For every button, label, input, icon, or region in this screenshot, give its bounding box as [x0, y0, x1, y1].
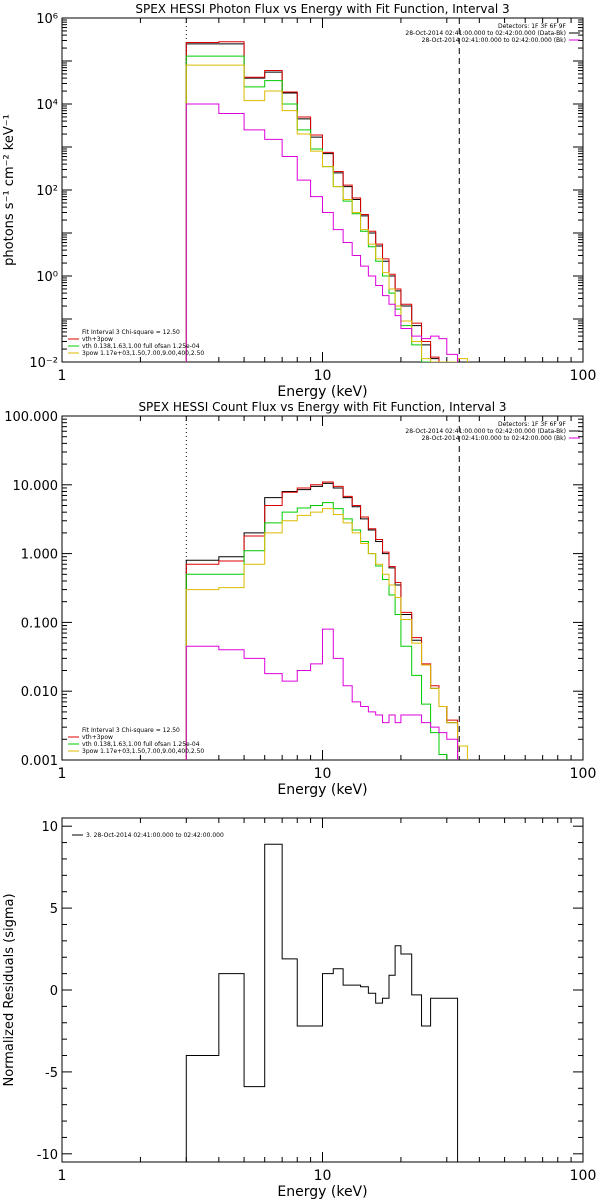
- legend-entry-text: Fit Interval 3 Chi-square = 12.50: [82, 727, 180, 734]
- legend-entry-text: 3. 28-Oct-2014 02:41:00.000 to 02:42:00.…: [86, 832, 224, 839]
- x-tick-label: 1: [58, 1168, 67, 1184]
- y-tick-label: 100.000: [4, 410, 58, 425]
- y-axis-label: photons s⁻¹ cm⁻² keV⁻¹: [2, 114, 17, 266]
- series-4-line: [185, 628, 459, 760]
- series-1-line: [185, 41, 458, 362]
- count-flux-panel: 1 10 100 100.000 10.000 1.000 0.100 0.010 0.001 S…: [4, 400, 596, 798]
- x-tick-label: 10: [314, 368, 332, 384]
- legend-entry-text: 28-Oct-2014 02:41:00.000 to 02:42:00.000…: [422, 37, 566, 44]
- legend-entry-text: Detectors: 1F 3F 6F 9F: [498, 23, 567, 30]
- y-tick-label: 0: [50, 984, 58, 999]
- series-group: [185, 41, 468, 362]
- y-tick-label: 10⁰: [36, 270, 58, 285]
- legend-entry-text: 28-Oct-2014 02:41:00.000 to 02:42:00.000…: [405, 30, 566, 37]
- x-tick-label: 100: [570, 766, 597, 782]
- y-tick-label: 0.001: [21, 754, 58, 769]
- chart-title: SPEX HESSI Count Flux vs Energy with Fit…: [138, 400, 506, 414]
- x-axis-label: Energy (keV): [277, 384, 367, 400]
- y-tick-label: 10⁻²: [29, 356, 58, 371]
- series-group: [185, 843, 459, 1162]
- legend-entry-text: Fit Interval 3 Chi-square = 12.50: [82, 329, 180, 336]
- legend-entry-text: 28-Oct-2014 02:41:00.000 to 02:42:00.000…: [405, 428, 566, 435]
- legend-entry-text: 28-Oct-2014 02:41:00.000 to 02:42:00.000…: [422, 435, 566, 442]
- plot-frame: [61, 415, 584, 761]
- legend-entry-text: 3pow 1.17e+03,1.50,7.00,9.00,400,2.50: [82, 748, 204, 755]
- photon-flux-panel: 1 10 100 10⁶ 10⁴ 10² 10⁰ 10⁻² SPEX HESSI Photon …: [2, 2, 596, 400]
- series-3-line: [185, 64, 468, 362]
- x-axis-label: Energy (keV): [277, 1184, 367, 1200]
- y-tick-label: 0.100: [21, 616, 58, 631]
- y-tick-label: 10: [41, 820, 58, 835]
- residuals-panel: 1 10 100 10 5 0 -5 -10 Energy (keV) Normalized Re…: [2, 817, 597, 1200]
- legend-entry-text: vth+3pow: [82, 336, 113, 343]
- series-4-line: [185, 103, 459, 362]
- x-tick-label: 1: [58, 368, 67, 384]
- x-tick-label: 1: [58, 766, 67, 782]
- y-axis-label: Normalized Residuals (sigma): [2, 893, 17, 1086]
- series-0-line: [185, 43, 458, 362]
- legend-entry-text: vth+3pow: [82, 734, 113, 741]
- y-tick-label: 1.000: [21, 548, 58, 563]
- x-tick-label: 10: [314, 1168, 332, 1184]
- x-tick-label: 10: [314, 766, 332, 782]
- plot-frame: [61, 17, 584, 363]
- x-tick-label: 100: [570, 368, 597, 384]
- y-tick-label: -10: [37, 1148, 58, 1163]
- series-0-line: [185, 843, 459, 1162]
- y-tick-label: 10²: [36, 184, 58, 199]
- series-2-line: [185, 502, 448, 760]
- y-tick-label: 10⁶: [36, 12, 58, 27]
- legend-entry-text: vth 0.138,1.63,1.00 full ofsan 1.25e-04: [82, 741, 200, 748]
- y-tick-label: 0.010: [21, 685, 58, 700]
- chart-title: SPEX HESSI Photon Flux vs Energy with Fi…: [135, 2, 509, 16]
- legend-entry-text: vth 0.138,1.63,1.00 full ofsan 1.25e-04: [82, 343, 200, 350]
- legend-entry-text: Detectors: 1F 3F 6F 9F: [498, 421, 567, 428]
- y-tick-label: 10.000: [13, 479, 59, 494]
- series-1-line: [185, 481, 459, 760]
- series-2-line: [185, 55, 431, 362]
- series-3-line: [185, 508, 468, 760]
- y-tick-label: 10⁴: [36, 98, 58, 113]
- series-group: [185, 481, 468, 760]
- y-tick-label: 5: [50, 902, 58, 917]
- series-0-line: [185, 482, 459, 760]
- x-axis-label: Energy (keV): [277, 782, 367, 798]
- legend-entry-text: 3pow 1.17e+03,1.50,7.00,9.00,400,2.50: [82, 350, 204, 357]
- x-tick-label: 100: [570, 1168, 597, 1184]
- y-tick-label: -5: [45, 1066, 58, 1081]
